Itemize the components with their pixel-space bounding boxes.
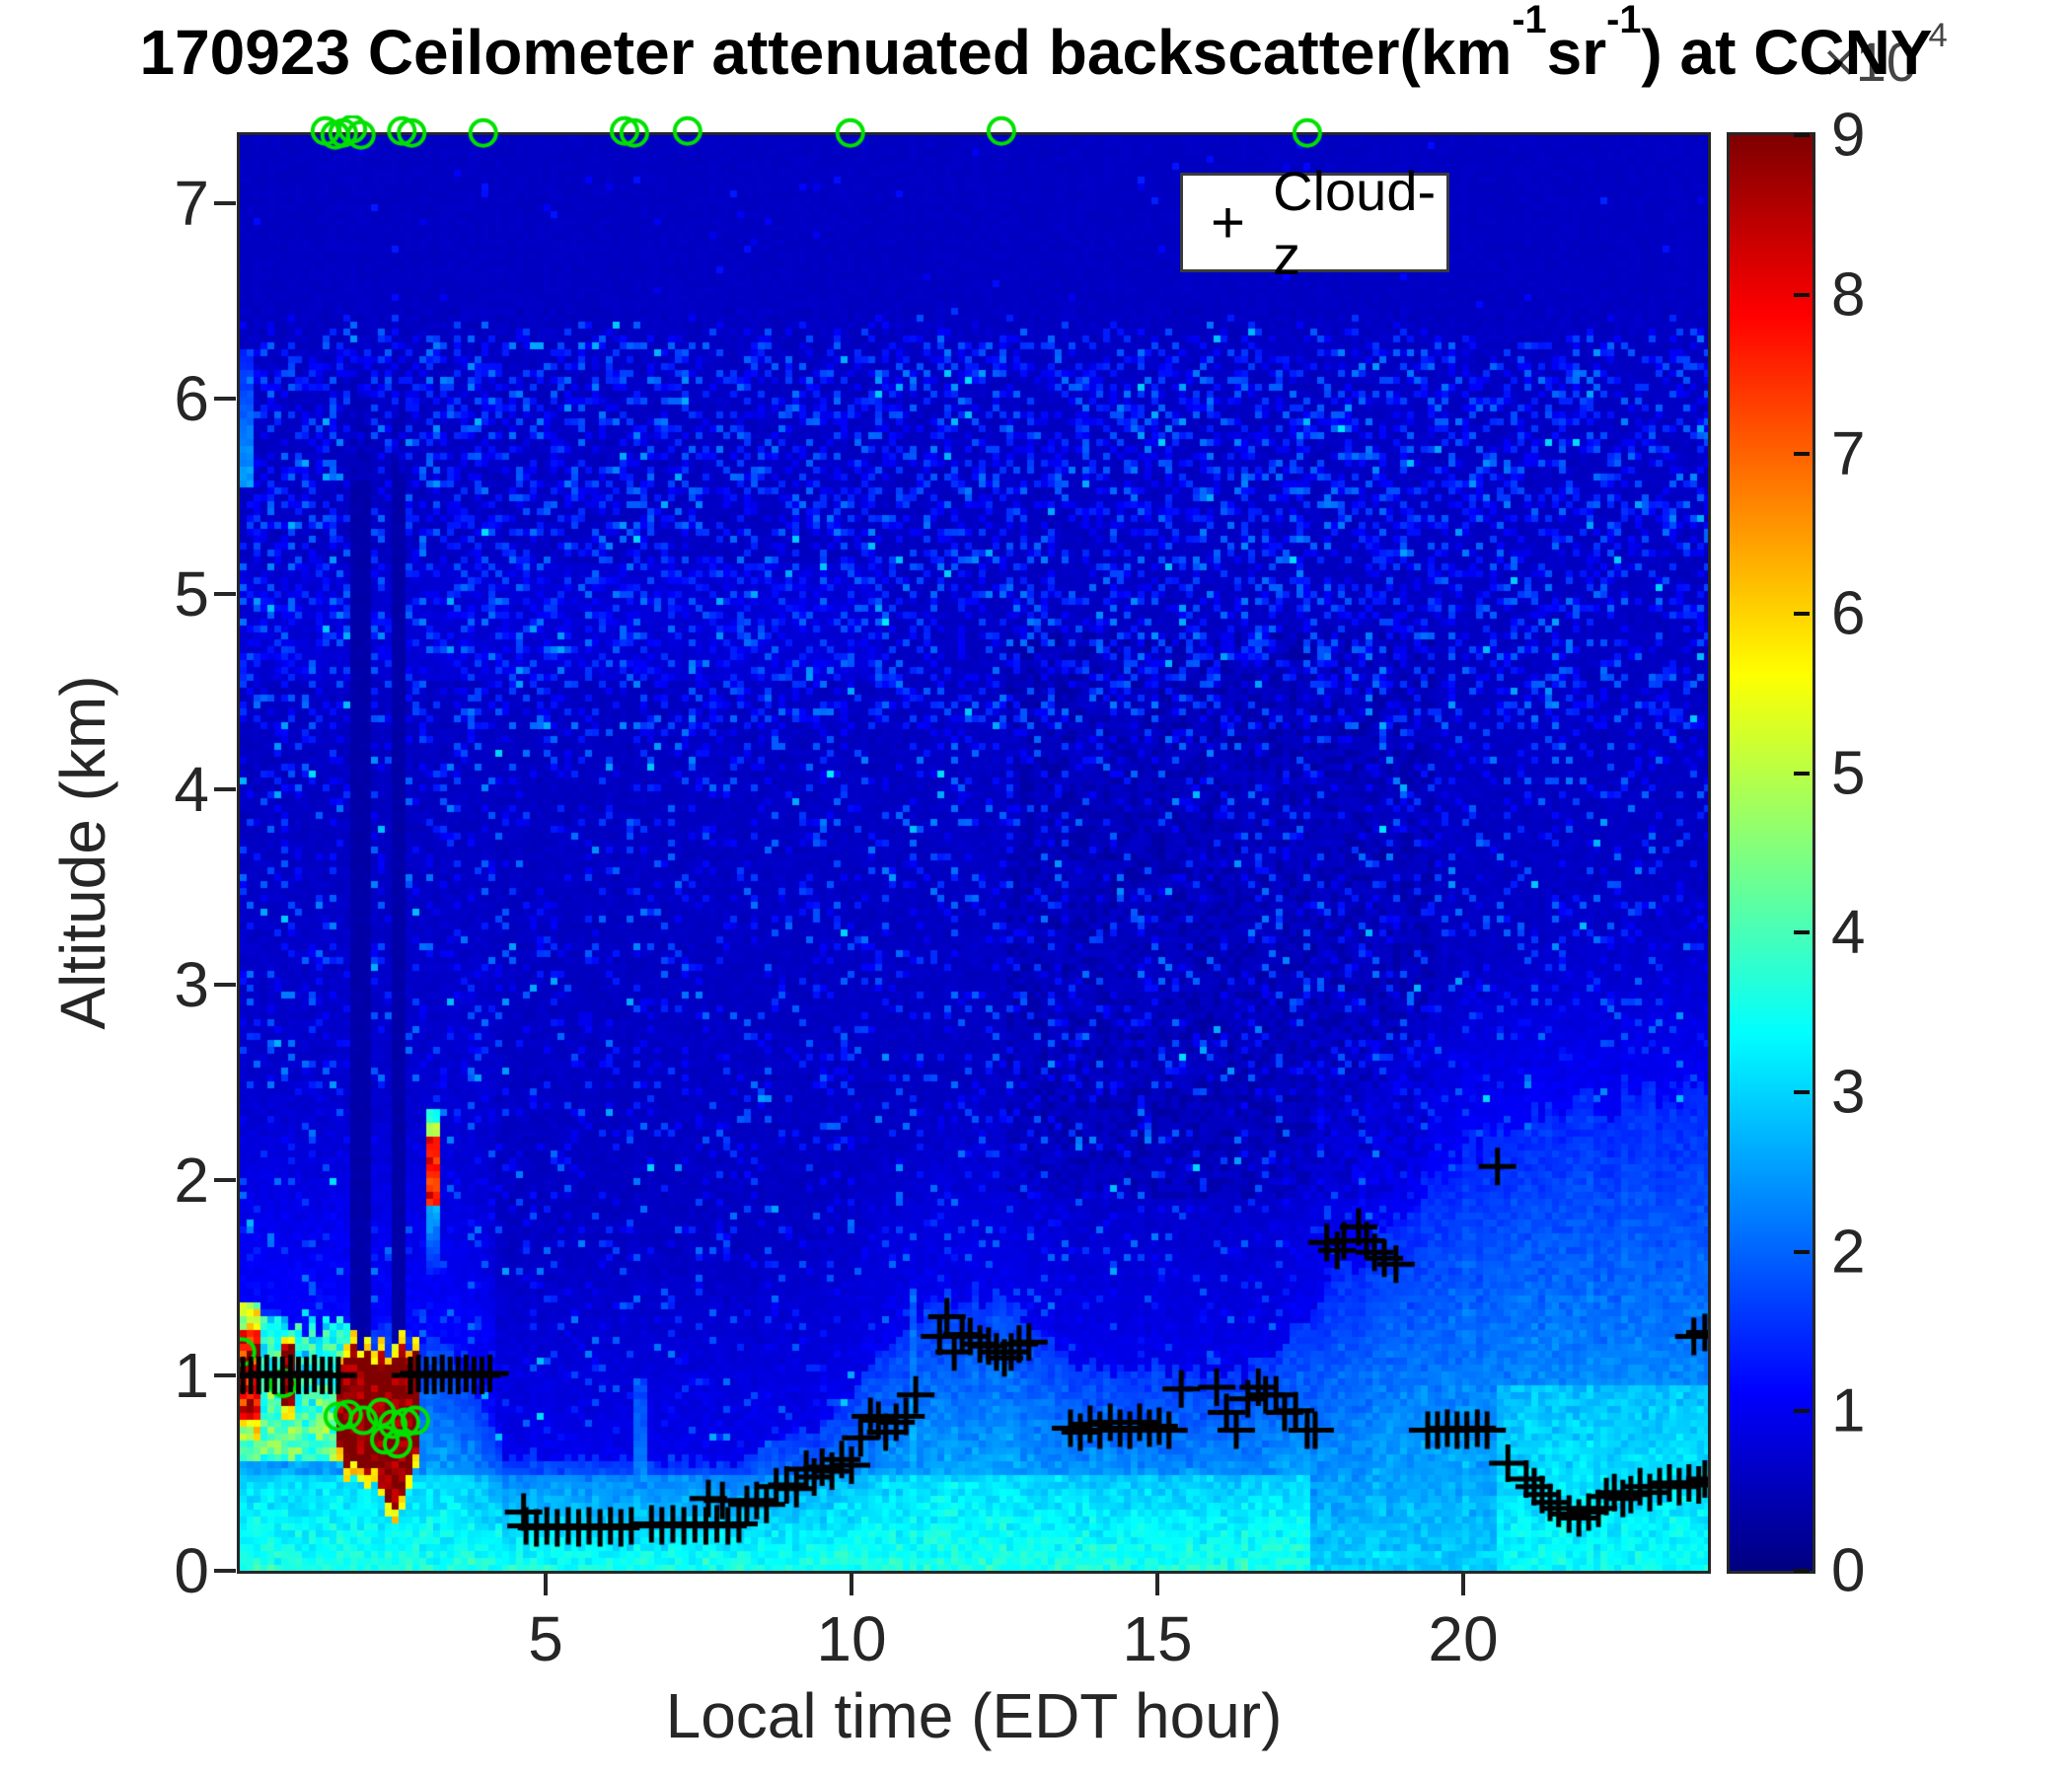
y-tick-label: 1 (174, 1340, 209, 1411)
colorbar-tick-mark (1794, 930, 1810, 935)
colorbar-tick-label: 3 (1831, 1058, 1866, 1127)
colorbar-exponent-power: -4 (1917, 16, 1948, 54)
y-tick-label: 2 (174, 1145, 209, 1216)
y-tick-mark (214, 397, 236, 401)
title-text: 170923 Ceilometer attenuated backscatter… (139, 17, 1513, 88)
colorbar-tick-label: 0 (1831, 1536, 1866, 1605)
colorbar-exponent-label: ×10-4 (1823, 17, 1948, 94)
y-tick-mark (214, 1373, 236, 1377)
y-tick-mark (214, 592, 236, 596)
y-tick-label: 5 (174, 558, 209, 629)
y-tick-label: 3 (174, 949, 209, 1020)
y-tick-mark (214, 1178, 236, 1182)
colorbar-tick-mark (1794, 771, 1810, 776)
title-text-2: sr (1546, 17, 1607, 88)
colorbar-tick-label: 5 (1831, 739, 1866, 808)
x-tick-mark (1461, 1574, 1465, 1595)
colorbar-tick-label: 7 (1831, 419, 1866, 488)
colorbar-tick-mark (1794, 1409, 1810, 1414)
y-tick-label: 7 (174, 168, 209, 239)
colorbar-tick-mark (1794, 452, 1810, 457)
colorbar-tick-mark (1794, 612, 1810, 616)
legend-box: + Cloud-z (1180, 160, 1449, 286)
colorbar-tick-mark (1794, 1090, 1810, 1094)
y-tick-label: 0 (174, 1535, 209, 1606)
x-tick-label: 10 (816, 1603, 887, 1674)
title-text-3: ) at CCNY (1641, 17, 1933, 88)
y-tick-mark (214, 1569, 236, 1573)
chart-title: 170923 Ceilometer attenuated backscatter… (0, 0, 2072, 89)
x-tick-label: 15 (1122, 1603, 1193, 1674)
x-tick-label: 5 (528, 1603, 563, 1674)
colorbar-tick-label: 1 (1831, 1376, 1866, 1445)
title-superscript-2: -1 (1606, 0, 1642, 41)
x-tick-mark (544, 1574, 548, 1595)
x-axis-label: Local time (EDT hour) (665, 1680, 1283, 1751)
x-tick-label: 20 (1428, 1603, 1499, 1674)
y-tick-mark (214, 787, 236, 791)
colorbar-tick-label: 9 (1831, 101, 1866, 170)
colorbar-tick-mark (1794, 1249, 1810, 1254)
colorbar-tick-label: 2 (1831, 1218, 1866, 1287)
legend-label: Cloud-z (1273, 159, 1437, 286)
legend-plus-marker-icon: + (1211, 189, 1246, 256)
y-tick-label: 4 (174, 754, 209, 825)
colorbar-tick-mark (1794, 292, 1810, 297)
colorbar-tick-label: 6 (1831, 579, 1866, 648)
colorbar-frame (1727, 132, 1815, 1574)
backscatter-heatmap (240, 115, 1708, 1571)
title-superscript-1: -1 (1512, 0, 1547, 41)
colorbar-tick-mark (1794, 1569, 1810, 1573)
colorbar-tick-mark (1794, 133, 1810, 137)
x-tick-mark (850, 1574, 853, 1595)
x-tick-mark (1155, 1574, 1159, 1595)
y-tick-label: 6 (174, 363, 209, 434)
colorbar-tick-label: 4 (1831, 898, 1866, 967)
y-tick-mark (214, 983, 236, 987)
colorbar-exponent-base: ×10 (1823, 31, 1917, 93)
colorbar-gradient (1730, 135, 1813, 1571)
y-tick-mark (214, 201, 236, 205)
colorbar-tick-label: 8 (1831, 260, 1866, 330)
